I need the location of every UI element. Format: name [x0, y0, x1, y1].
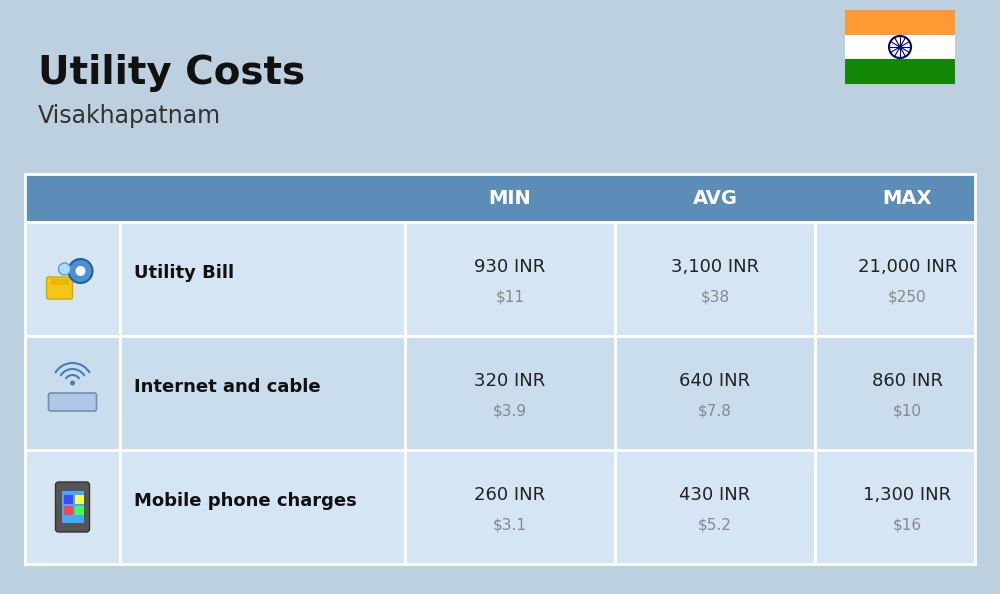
FancyBboxPatch shape: [64, 495, 72, 504]
FancyBboxPatch shape: [845, 59, 955, 84]
Circle shape: [58, 263, 70, 275]
FancyBboxPatch shape: [25, 336, 120, 450]
FancyBboxPatch shape: [120, 222, 975, 336]
Text: $5.2: $5.2: [698, 517, 732, 532]
Text: $38: $38: [700, 289, 730, 305]
Circle shape: [898, 46, 902, 49]
Text: Utility Bill: Utility Bill: [134, 264, 234, 282]
FancyBboxPatch shape: [120, 336, 975, 450]
Text: 1,300 INR: 1,300 INR: [863, 486, 952, 504]
Text: Visakhapatnam: Visakhapatnam: [38, 104, 221, 128]
FancyBboxPatch shape: [50, 279, 68, 285]
Circle shape: [76, 266, 86, 276]
Circle shape: [70, 381, 75, 386]
Text: $16: $16: [893, 517, 922, 532]
Text: $3.1: $3.1: [493, 517, 527, 532]
Text: $11: $11: [496, 289, 524, 305]
FancyBboxPatch shape: [25, 222, 120, 336]
FancyBboxPatch shape: [48, 393, 96, 411]
Text: AVG: AVG: [692, 188, 738, 207]
Text: 860 INR: 860 INR: [872, 372, 943, 390]
FancyBboxPatch shape: [62, 491, 84, 523]
Text: $7.8: $7.8: [698, 403, 732, 419]
FancyBboxPatch shape: [845, 34, 955, 59]
Text: 640 INR: 640 INR: [679, 372, 751, 390]
FancyBboxPatch shape: [25, 450, 120, 564]
Text: 320 INR: 320 INR: [474, 372, 546, 390]
Text: 930 INR: 930 INR: [474, 258, 546, 276]
Text: MAX: MAX: [883, 188, 932, 207]
Circle shape: [68, 259, 92, 283]
FancyBboxPatch shape: [64, 506, 72, 515]
Text: $10: $10: [893, 403, 922, 419]
Text: Utility Costs: Utility Costs: [38, 54, 305, 92]
Text: 260 INR: 260 INR: [474, 486, 546, 504]
FancyBboxPatch shape: [46, 277, 72, 299]
Text: MIN: MIN: [489, 188, 531, 207]
FancyBboxPatch shape: [74, 506, 84, 515]
Text: $3.9: $3.9: [493, 403, 527, 419]
FancyBboxPatch shape: [25, 174, 975, 222]
Text: Internet and cable: Internet and cable: [134, 378, 321, 396]
Text: 3,100 INR: 3,100 INR: [671, 258, 759, 276]
Text: Mobile phone charges: Mobile phone charges: [134, 492, 357, 510]
Text: 21,000 INR: 21,000 INR: [858, 258, 957, 276]
FancyBboxPatch shape: [120, 450, 975, 564]
FancyBboxPatch shape: [74, 495, 84, 504]
Text: $250: $250: [888, 289, 927, 305]
FancyBboxPatch shape: [56, 482, 90, 532]
Text: 430 INR: 430 INR: [679, 486, 751, 504]
FancyBboxPatch shape: [845, 10, 955, 34]
